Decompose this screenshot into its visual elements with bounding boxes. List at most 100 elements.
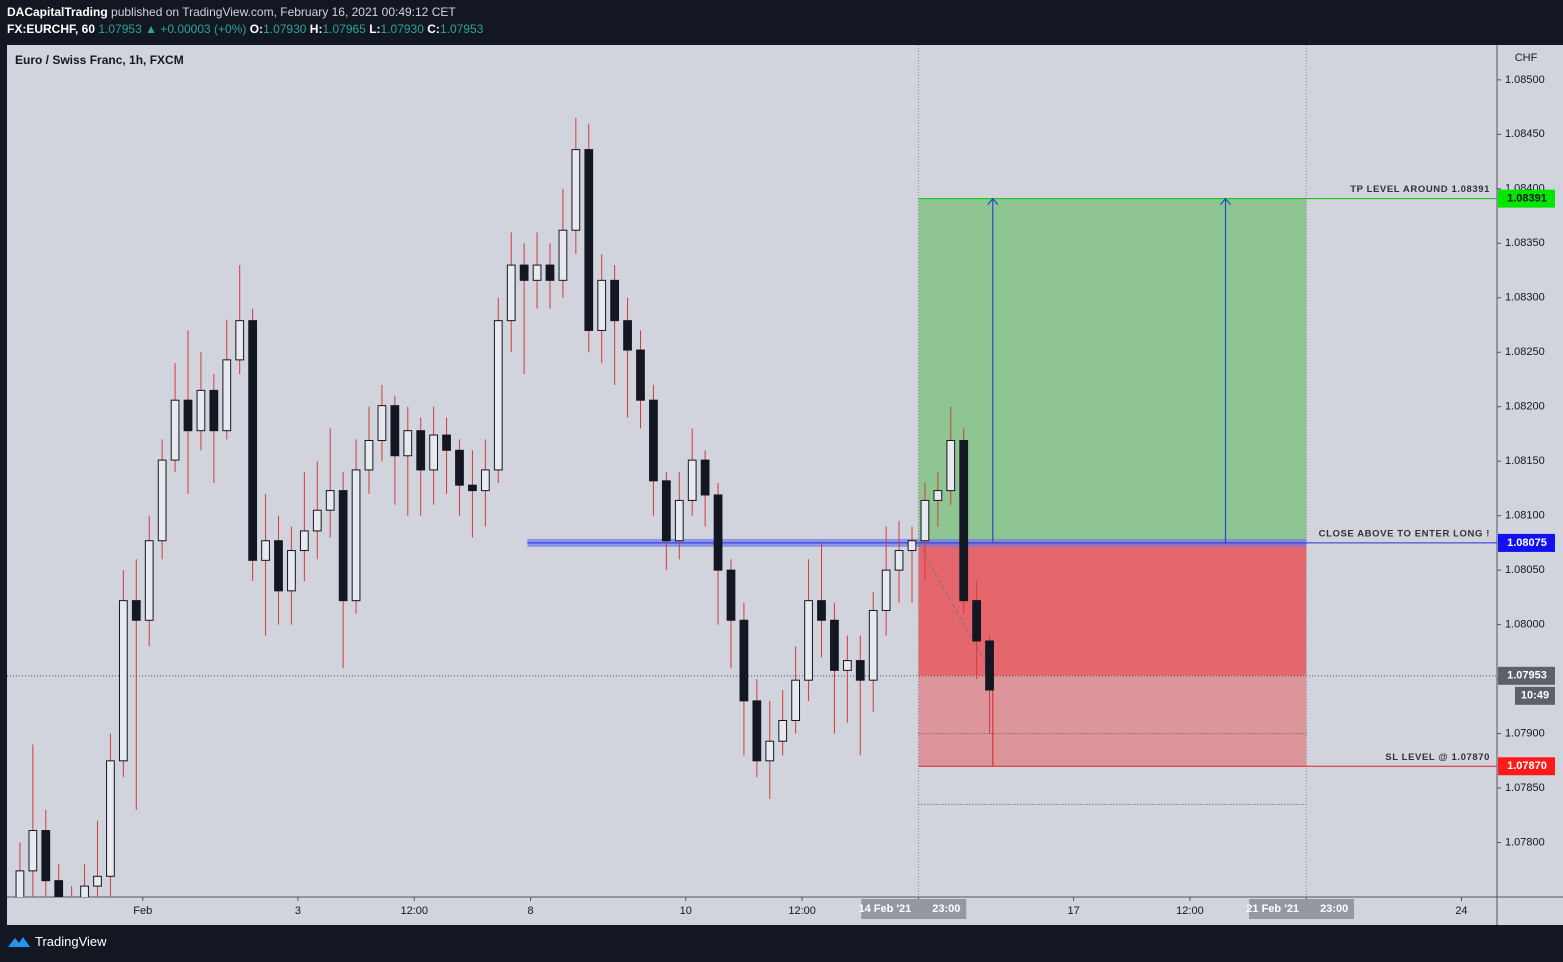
candle-body xyxy=(209,389,219,432)
l-label: L: xyxy=(369,22,381,36)
candle-body xyxy=(468,484,477,492)
price-tag-label: 1.08391 xyxy=(1507,193,1547,205)
price-tag xyxy=(1498,757,1555,776)
y-tick-label: 1.08150 xyxy=(1505,455,1545,467)
candle-body xyxy=(817,600,826,621)
y-tick-label: 1.08350 xyxy=(1505,237,1545,249)
candle-body xyxy=(429,434,439,471)
candle-body xyxy=(752,700,762,762)
x-tick-label: 12:00 xyxy=(1176,905,1204,917)
candle-body xyxy=(131,600,141,621)
y-tick-label: 1.08050 xyxy=(1505,564,1545,576)
o-label: O: xyxy=(249,22,264,36)
cursor-date: 21 Feb '21 xyxy=(1246,903,1299,915)
plot xyxy=(7,45,1497,897)
logo xyxy=(8,936,30,947)
publish-line: DACapitalTrading published on TradingVie… xyxy=(7,4,483,21)
candle-body xyxy=(41,830,51,882)
candle-body xyxy=(623,320,632,351)
author[interactable]: DACapitalTrading xyxy=(7,5,108,19)
candle-body xyxy=(274,540,283,592)
x-tick-label: 8 xyxy=(528,905,534,917)
candle-body xyxy=(610,279,620,322)
cursor-tag xyxy=(861,899,967,919)
candle-body xyxy=(144,540,154,621)
y-unit: CHF xyxy=(1515,52,1538,64)
candle-body xyxy=(687,459,697,501)
candle-body xyxy=(765,740,775,762)
candle-body xyxy=(261,540,270,561)
candle-body xyxy=(80,885,89,897)
candle-body xyxy=(649,399,658,482)
candle-body xyxy=(196,389,206,432)
candle-body xyxy=(532,264,542,281)
candle-body xyxy=(403,430,413,457)
x-tick-label: 12:00 xyxy=(788,905,816,917)
candle-body xyxy=(842,660,852,671)
candle-body xyxy=(364,439,374,471)
y-tick-label: 1.08450 xyxy=(1505,128,1545,140)
candle-body xyxy=(299,530,309,552)
candle-body xyxy=(778,719,788,742)
candle-body xyxy=(972,600,982,642)
x-tick-label: 24 xyxy=(1455,905,1467,917)
candle-body xyxy=(222,359,232,432)
x-tick-label: 17 xyxy=(1067,905,1079,917)
header: DACapitalTrading published on TradingVie… xyxy=(7,4,483,38)
brand[interactable]: TradingView xyxy=(35,934,107,949)
candle-body xyxy=(351,469,361,602)
candle-body xyxy=(15,870,25,897)
x-tick-label: 3 xyxy=(295,905,301,917)
candle-body xyxy=(985,640,994,691)
price-tag xyxy=(1498,666,1555,685)
candle-body xyxy=(636,349,645,401)
candle-body xyxy=(713,494,723,571)
candle-body xyxy=(506,264,516,322)
candle-body xyxy=(946,439,956,492)
candle-body xyxy=(519,264,529,281)
cursor-time: 23:00 xyxy=(1320,903,1348,915)
candle-body xyxy=(455,449,464,486)
candle-body xyxy=(700,459,710,496)
c: 1.07953 xyxy=(439,22,484,36)
y-tick-label: 1.08200 xyxy=(1505,401,1545,413)
price-tag-label: 1.08075 xyxy=(1507,537,1547,549)
candle-body xyxy=(235,320,245,361)
candle-body xyxy=(390,405,400,457)
candle-body xyxy=(881,569,891,611)
candle-body xyxy=(894,550,904,571)
y-tick-label: 1.08250 xyxy=(1505,346,1545,358)
x-tick-label: 12:00 xyxy=(400,905,428,917)
candle-body xyxy=(558,229,568,281)
candle-body xyxy=(959,439,969,602)
cursor-date: 14 Feb '21 xyxy=(858,903,911,915)
trade-path xyxy=(918,542,994,677)
candle-body xyxy=(338,490,348,602)
candle-body xyxy=(480,469,490,492)
level-note: CLOSE ABOVE TO ENTER LONG ! xyxy=(1319,528,1490,539)
candle-body xyxy=(739,619,749,702)
h: 1.07965 xyxy=(322,22,366,36)
candle-body xyxy=(855,660,865,681)
c-label: C: xyxy=(427,22,440,36)
countdown-label: 10:49 xyxy=(1521,690,1549,702)
candle-body xyxy=(312,509,322,532)
y-tick-label: 1.08500 xyxy=(1505,74,1545,86)
l: 1.07930 xyxy=(380,22,424,36)
price-tag-label: 1.07870 xyxy=(1507,760,1547,772)
candle-body xyxy=(28,830,38,872)
candle-body xyxy=(545,264,555,281)
published: published on TradingView.com, February 1… xyxy=(111,5,456,19)
candle-body xyxy=(933,490,943,501)
candle-body xyxy=(584,149,594,331)
y-tick-label: 1.07850 xyxy=(1505,782,1545,794)
countdown-tag xyxy=(1515,686,1555,705)
cursor-time: 23:00 xyxy=(932,903,960,915)
candle-body xyxy=(674,499,684,542)
price-tag xyxy=(1498,533,1555,552)
level-note: SL LEVEL @ 1.07870 xyxy=(1385,752,1490,763)
footer: TradingView xyxy=(8,934,107,949)
target-arrow xyxy=(1220,197,1231,543)
y-tick-label: 1.07800 xyxy=(1505,836,1545,848)
price-tag-label: 1.07953 xyxy=(1507,670,1547,682)
